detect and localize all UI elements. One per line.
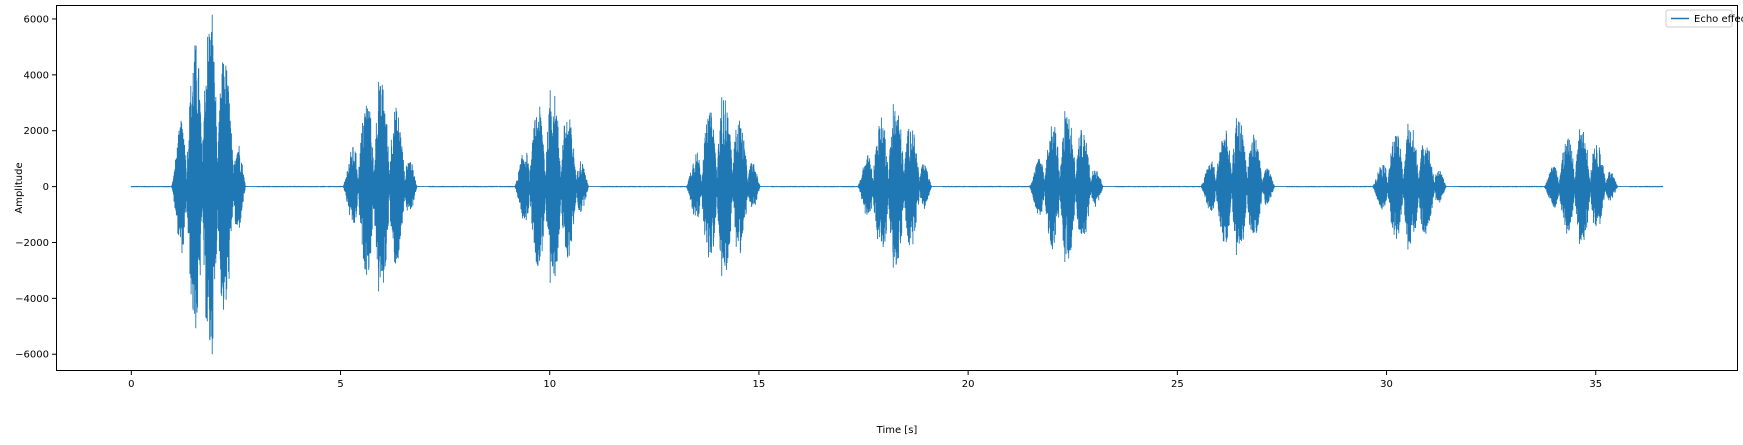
x-axis-label: Time [s] — [876, 425, 918, 436]
legend-box — [1665, 9, 1733, 28]
x-tick-label: 15 — [753, 379, 766, 390]
y-tick-label: 6000 — [24, 14, 49, 25]
y-axis-label: Amplitude — [14, 162, 25, 213]
waveform-series — [130, 14, 1664, 355]
x-tick-label: 35 — [1589, 379, 1602, 390]
waveform-line — [130, 14, 1664, 355]
axes-frame — [56, 5, 1738, 371]
x-tick-label: 20 — [962, 379, 975, 390]
x-axis-ticks: 0 5 10 15 20 25 30 35 — [128, 371, 1602, 390]
plot-area — [56, 5, 1738, 371]
y-tick-label: 2000 — [24, 126, 49, 137]
y-axis-ticks: −6000 −4000 −2000 0 2000 4000 6000 — [15, 14, 56, 361]
y-tick-label: −2000 — [15, 238, 49, 249]
x-tick-label: 10 — [543, 379, 556, 390]
y-tick-label: −6000 — [15, 350, 49, 361]
legend-entry-label: Echo effect — [1694, 14, 1743, 25]
y-tick-label: 4000 — [24, 70, 49, 81]
y-tick-label: 0 — [43, 182, 49, 193]
x-tick-label: 5 — [337, 379, 343, 390]
x-tick-label: 30 — [1380, 379, 1393, 390]
y-tick-label: −4000 — [15, 294, 49, 305]
x-tick-label: 25 — [1171, 379, 1184, 390]
x-tick-label: 0 — [128, 379, 134, 390]
legend: Echo effect — [1665, 9, 1743, 28]
